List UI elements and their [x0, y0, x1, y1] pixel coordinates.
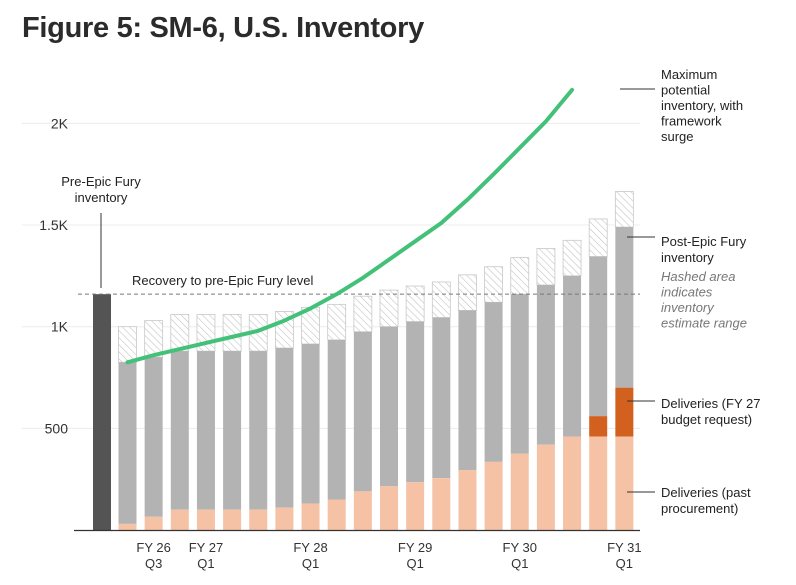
- past-delivery-segment: [589, 436, 608, 530]
- y-tick-label: 500: [45, 420, 69, 436]
- inventory-segment: [353, 331, 372, 492]
- budget-delivery-segment: [615, 387, 634, 437]
- pre-epic-fury-bar: [93, 294, 111, 530]
- past-delivery-segment: [144, 516, 163, 530]
- past-delivery-segment: [301, 503, 320, 530]
- past-delivery-segment: [458, 470, 477, 530]
- past-delivery-segment: [432, 478, 451, 530]
- inventory-segment: [510, 294, 529, 454]
- hashed-range-segment: [327, 303, 347, 341]
- past-delivery-segment: [223, 509, 242, 530]
- inventory-segment: [196, 351, 215, 510]
- past-delivery-segment: [563, 436, 582, 530]
- y-tick-label: 1K: [51, 319, 69, 335]
- inventory-segment: [144, 357, 163, 517]
- inventory-segment: [536, 285, 555, 445]
- page-title: Figure 5: SM-6, U.S. Inventory: [22, 12, 424, 44]
- hashed-range-segment: [431, 281, 451, 318]
- x-tick-label: FY 28 Q1: [293, 540, 327, 571]
- past-delivery-segment: [536, 444, 555, 530]
- inventory-segment: [301, 343, 320, 504]
- past-delivery-segment: [249, 509, 268, 530]
- hashed-area-note: Hashed area indicates inventory estimate ra…: [661, 269, 747, 331]
- inventory-segment: [589, 256, 608, 417]
- hashed-range-segment: [222, 314, 242, 352]
- inventory-segment: [275, 348, 294, 508]
- hashed-range-segment: [562, 239, 582, 277]
- past-deliveries-label: Deliveries (past procurement): [661, 485, 751, 516]
- inventory-segment: [170, 351, 189, 510]
- past-delivery-segment: [406, 482, 425, 530]
- inventory-segment: [327, 339, 346, 500]
- annotations: Pre-Epic Fury inventory Maximum potential in…: [61, 67, 760, 516]
- past-delivery-segment: [170, 509, 189, 530]
- y-tick-label: 2K: [51, 115, 69, 131]
- x-tick-label: FY 30 Q1: [503, 540, 537, 571]
- inventory-segment: [432, 317, 451, 479]
- past-delivery-segment: [380, 486, 398, 530]
- inventory-segment: [223, 351, 242, 510]
- max-potential-series-line: [125, 87, 575, 365]
- hashed-range-segment: [405, 285, 425, 323]
- x-tick-label: FY 29 Q1: [398, 540, 432, 571]
- past-delivery-segment: [196, 509, 215, 530]
- inventory-segment: [406, 321, 425, 483]
- past-delivery-segment: [275, 507, 294, 530]
- max-potential-line: [125, 87, 575, 365]
- x-tick-label: FY 26 Q3: [136, 540, 170, 571]
- inventory-segment: [458, 310, 477, 471]
- inventory-segment: [118, 362, 137, 524]
- past-delivery-segment: [353, 491, 372, 530]
- y-tick-label: 1.5K: [39, 217, 68, 233]
- y-axis-ticks: 500 1K 1.5K 2K: [39, 115, 68, 436]
- recovery-label: Recovery to pre-Epic Fury level: [132, 273, 313, 288]
- hashed-range-segment: [510, 257, 530, 295]
- past-delivery-segment: [118, 523, 137, 530]
- hashed-range-segment: [588, 218, 608, 257]
- inventory-segment: [484, 302, 503, 462]
- past-delivery-segment: [510, 453, 529, 530]
- max-potential-label: Maximum potential inventory, with framework…: [661, 67, 743, 144]
- past-delivery-segment: [327, 499, 346, 530]
- past-delivery-segment: [484, 461, 503, 530]
- x-axis: FY 26 Q3 FY 27 Q1 FY 28 Q1 FY 29 Q1 FY 30 Q1 FY 31…: [74, 529, 642, 571]
- x-tick-label: FY 31 Q1: [607, 540, 641, 571]
- past-delivery-segment: [615, 436, 634, 530]
- hashed-range-segment: [614, 191, 634, 228]
- pre-epic-fury-label: Pre-Epic Fury inventory: [61, 174, 141, 205]
- hashed-range-segment: [353, 295, 373, 333]
- hashed-range-segment: [118, 326, 137, 363]
- x-tick-label: FY 27 Q1: [189, 540, 223, 571]
- reference-line: Recovery to pre-Epic Fury level: [78, 273, 640, 295]
- post-epic-fury-label: Post-Epic Fury inventory: [661, 234, 747, 265]
- inventory-segment: [249, 351, 268, 510]
- inventory-segment: [380, 326, 398, 487]
- budget-delivery-segment: [589, 416, 608, 437]
- hashed-range-segment: [536, 248, 556, 286]
- budget-deliveries-label: Deliveries (FY 27 budget request): [661, 396, 760, 427]
- inventory-segment: [563, 275, 582, 437]
- bars: [93, 191, 634, 530]
- inventory-segment: [615, 227, 634, 388]
- hashed-range-segment: [484, 266, 504, 303]
- hashed-range-segment: [379, 289, 399, 328]
- hashed-range-segment: [458, 274, 477, 311]
